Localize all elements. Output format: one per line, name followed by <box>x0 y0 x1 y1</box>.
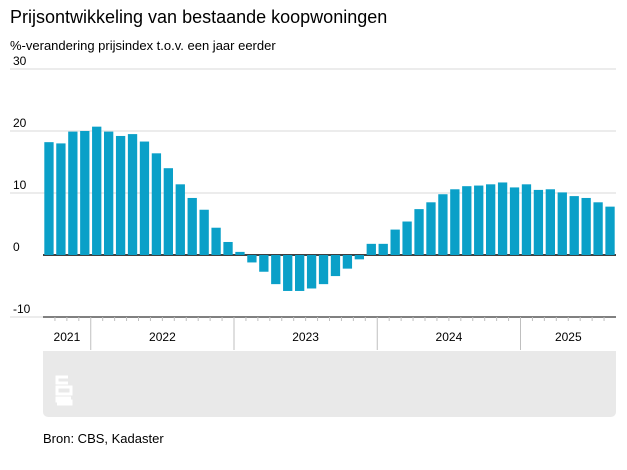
bar-2023-05 <box>283 255 293 291</box>
bar-2022-10 <box>199 209 209 255</box>
bar-2023-08 <box>318 255 329 285</box>
bar-2025-05 <box>569 196 579 255</box>
bar-2024-07 <box>450 189 460 255</box>
bar-2022-05 <box>139 141 150 255</box>
bar-2024-02 <box>390 229 400 255</box>
bar-2021-09 <box>44 142 54 255</box>
bar-2023-11 <box>354 255 364 260</box>
bar-2023-06 <box>295 255 305 291</box>
bar-2023-10 <box>342 255 353 269</box>
bar-2023-09 <box>330 255 341 277</box>
bar-2021-10 <box>56 143 66 255</box>
y-tick-label: 30 <box>13 54 27 68</box>
bar-2022-11 <box>211 227 221 255</box>
bar-2021-12 <box>80 131 90 255</box>
bar-2025-04 <box>557 192 567 255</box>
bar-2024-05 <box>426 202 436 255</box>
bar-2025-08 <box>605 206 615 255</box>
bar-2024-08 <box>462 186 472 255</box>
bar-2022-01 <box>92 126 102 255</box>
x-year-label: 2021 <box>54 330 81 344</box>
bar-2022-03 <box>115 135 126 255</box>
chart-subtitle: %-verandering prijsindex t.o.v. een jaar… <box>10 38 276 53</box>
bar-2024-12 <box>509 187 520 255</box>
bar-2025-06 <box>581 197 591 255</box>
bar-2024-10 <box>486 184 496 255</box>
bar-chart: 30 20 10 0 -10 2021 2022 2023 2024 2025 <box>10 54 616 350</box>
x-year-label: 2024 <box>436 330 463 344</box>
bar-2022-04 <box>127 134 138 255</box>
bar-2024-03 <box>402 221 412 255</box>
bar-2023-02 <box>247 255 257 263</box>
chart-title: Prijsontwikkeling van bestaande koopwoni… <box>10 7 388 27</box>
bar-2022-07 <box>163 168 173 255</box>
bar-2023-03 <box>259 255 269 272</box>
bar-2023-04 <box>271 255 281 285</box>
bar-2024-06 <box>438 194 448 255</box>
bar-2021-11 <box>68 131 78 255</box>
bar-2025-03 <box>545 189 555 255</box>
y-tick-label: 20 <box>13 116 27 130</box>
logo-panel: cbs <box>43 351 616 417</box>
cbs-logo-icon: cbs <box>55 375 73 406</box>
bar-2022-09 <box>187 197 197 255</box>
bar-2023-07 <box>306 255 317 289</box>
bar-2025-01 <box>521 184 532 255</box>
bar-2025-02 <box>533 189 544 255</box>
bar-2024-01 <box>378 243 388 255</box>
y-tick-label: 10 <box>13 178 27 192</box>
bar-2022-06 <box>151 153 162 255</box>
y-tick-label: -10 <box>13 302 31 316</box>
bar-2024-04 <box>414 209 424 255</box>
x-year-label: 2023 <box>292 330 319 344</box>
bar-2022-02 <box>104 131 114 255</box>
bar-2022-08 <box>175 184 185 255</box>
bar-2022-12 <box>223 241 233 255</box>
bar-2023-01 <box>235 251 245 255</box>
bar-2025-07 <box>593 202 603 255</box>
source-note: Bron: CBS, Kadaster <box>43 431 164 446</box>
x-year-label: 2025 <box>555 330 582 344</box>
bar-2024-09 <box>474 185 484 255</box>
bar-2024-11 <box>497 182 508 255</box>
x-year-label: 2022 <box>149 330 176 344</box>
bar-2023-12 <box>366 243 376 255</box>
y-tick-label: 0 <box>13 240 20 254</box>
